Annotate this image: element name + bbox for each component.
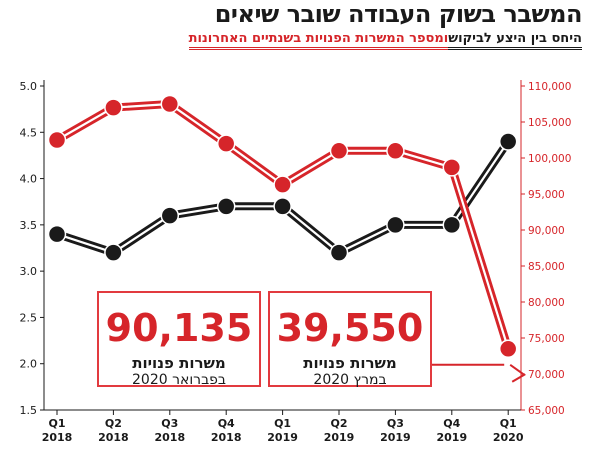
- black-series-point: [216, 197, 236, 216]
- left-tick-label: 3.0: [20, 265, 38, 278]
- callout-march-date: במרץ 2020: [313, 371, 387, 388]
- left-tick-label: 3.5: [20, 219, 38, 232]
- red-series-point: [104, 98, 123, 117]
- left-tick-label: 1.5: [20, 404, 38, 417]
- x-tick-label-year: 2019: [380, 431, 411, 444]
- black-series-point: [386, 215, 405, 235]
- right-tick-label: 95,000: [528, 189, 565, 201]
- chart-title: המשבר בשוק העבודה שובר שיאים: [214, 0, 583, 28]
- right-tick-label: 90,000: [528, 225, 565, 237]
- left-tick-label: 2.0: [20, 358, 38, 371]
- callout-march-value: 39,550: [276, 306, 424, 350]
- red-series-point: [386, 141, 405, 161]
- x-tick-label-year: 2018: [154, 431, 185, 444]
- callout-february: 90,135 משרות פנויות בפברואר 2020: [97, 291, 261, 388]
- x-tick-label-quarter: Q2: [330, 417, 347, 430]
- left-tick-label: 2.5: [20, 311, 38, 324]
- callout-february-value: 90,135: [105, 306, 253, 350]
- x-tick-label-year: 2019: [436, 431, 467, 444]
- black-series-point: [104, 243, 123, 262]
- right-tick-label: 85,000: [528, 261, 565, 273]
- x-tick-label-quarter: Q2: [105, 417, 122, 430]
- red-series-point: [329, 141, 349, 161]
- right-tick-label: 75,000: [528, 333, 565, 345]
- x-tick-label-quarter: Q1: [274, 417, 291, 430]
- red-series-point: [442, 158, 462, 177]
- x-tick-label-year: 2018: [211, 431, 242, 444]
- right-tick-label: 105,000: [528, 117, 571, 129]
- right-tick-label: 80,000: [528, 297, 565, 309]
- subtitle-black-series: היחס בין היצע לביקוש: [448, 31, 582, 50]
- red-series-point: [498, 339, 518, 359]
- black-series-point: [160, 206, 180, 225]
- right-tick-label: 70,000: [528, 369, 565, 381]
- callout-march: 39,550 משרות פנויות במרץ 2020: [268, 291, 432, 388]
- callout-february-date: בפברואר 2020: [132, 371, 226, 388]
- black-series-point: [442, 215, 462, 235]
- black-series-point: [498, 132, 518, 151]
- x-tick-label-year: 2018: [98, 431, 129, 444]
- x-tick-label-quarter: Q4: [443, 417, 460, 430]
- x-tick-label-year: 2020: [493, 431, 524, 444]
- x-tick-label-quarter: Q3: [161, 417, 178, 430]
- left-tick-label: 4.5: [20, 126, 38, 139]
- red-series-point: [47, 130, 67, 150]
- x-tick-label-year: 2018: [42, 431, 73, 444]
- x-tick-label-year: 2019: [324, 431, 355, 444]
- x-tick-label-quarter: Q1: [48, 417, 65, 430]
- right-tick-label: 110,000: [528, 81, 571, 93]
- callout-february-label: משרות פנויות: [132, 354, 226, 372]
- x-tick-label-quarter: Q3: [387, 417, 404, 430]
- x-tick-label-quarter: Q1: [500, 417, 517, 430]
- red-series-point: [273, 175, 292, 194]
- right-tick-label: 100,000: [528, 153, 571, 165]
- chart-subtitle: היחס בין היצע לביקושומספר המשרות הפנויות…: [188, 31, 582, 50]
- black-series-point: [273, 197, 292, 216]
- left-tick-label: 5.0: [20, 80, 38, 93]
- red-series-point: [160, 94, 180, 114]
- red-series-point: [216, 134, 236, 153]
- x-tick-label-quarter: Q4: [218, 417, 235, 430]
- right-tick-label: 65,000: [528, 405, 565, 417]
- black-series-point: [47, 224, 67, 244]
- subtitle-red-series: ומספר המשרות הפנויות בשנתיים האחרונות: [188, 31, 449, 50]
- black-series-line: [53, 137, 513, 257]
- left-tick-label: 4.0: [20, 173, 38, 186]
- red-arrow-icon: [509, 363, 527, 383]
- black-series-point: [329, 243, 349, 262]
- callout-march-label: משרות פנויות: [303, 354, 397, 372]
- x-tick-label-year: 2019: [267, 431, 298, 444]
- black-series-line-inner: [55, 140, 510, 254]
